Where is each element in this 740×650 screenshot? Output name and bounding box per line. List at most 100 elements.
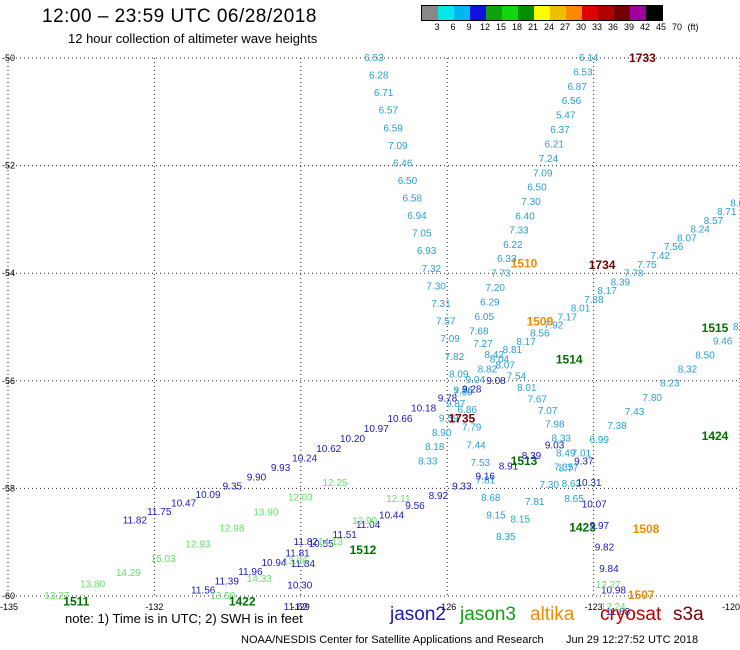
wave-height-value: 13.27 xyxy=(44,591,69,602)
wave-height-value: 7.38 xyxy=(607,421,627,432)
wave-height-value: 7.32 xyxy=(422,264,442,275)
color-scale-label: 3 xyxy=(434,22,440,32)
wave-height-value: 6.40 xyxy=(515,211,535,222)
wave-height-value: 8.24 xyxy=(690,225,710,236)
legend-jason3: jason3 xyxy=(460,604,516,625)
wave-height-value: 11.84 xyxy=(291,559,316,570)
wave-height-value: 8.71 xyxy=(717,207,737,218)
latitude-label: -58 xyxy=(2,483,15,493)
wave-height-value: 6.29 xyxy=(480,298,500,309)
color-swatch xyxy=(486,6,502,20)
wave-height-value: 13.50 xyxy=(210,591,235,602)
wave-height-value: 11.82 xyxy=(294,537,319,548)
pass-time-label: 1515 xyxy=(702,321,729,335)
page-title: 12:00 – 23:59 UTC 06/28/2018 xyxy=(42,6,317,27)
wave-height-value: 11.62 xyxy=(284,602,309,613)
wave-height-value: 7.98 xyxy=(545,419,565,430)
color-scale-label: 6 xyxy=(450,22,456,32)
wave-height-value: 12.27 xyxy=(596,580,621,591)
latitude-label: -50 xyxy=(2,53,15,63)
wave-height-value: 7.42 xyxy=(651,251,671,262)
wave-height-value: 8.09 xyxy=(449,370,469,381)
wave-height-value: 7.24 xyxy=(539,154,559,165)
legend-altika: altika xyxy=(530,604,575,625)
wave-height-value: 12.90 xyxy=(352,516,377,527)
wave-height-value: 9.08 xyxy=(486,376,506,387)
wave-height-value: 12.11 xyxy=(386,494,411,505)
wave-height-value: 12.25 xyxy=(322,478,347,489)
wave-height-value: 10.47 xyxy=(171,499,196,510)
wave-height-value: 7.78 xyxy=(624,269,644,280)
wave-height-value: 10.55 xyxy=(309,539,334,550)
color-swatch xyxy=(598,6,614,20)
wave-height-value: 8.42 xyxy=(484,350,504,361)
wave-height-value: 12.24 xyxy=(601,602,626,613)
color-swatch xyxy=(422,6,438,20)
wave-height-value: 7.88 xyxy=(584,295,604,306)
wave-height-value: 6.53 xyxy=(364,53,384,64)
wave-height-value: 8.07 xyxy=(496,361,516,372)
wave-height-value: 10.09 xyxy=(196,490,221,501)
wave-height-value: 8.49 xyxy=(556,448,576,459)
wave-height-value: 6.57 xyxy=(379,106,399,117)
wave-height-value: 10.94 xyxy=(261,558,286,569)
longitude-label: -135 xyxy=(0,602,18,612)
credit-line: NOAA/NESDIS Center for Satellite Applica… xyxy=(241,634,544,646)
color-swatch xyxy=(630,6,646,20)
wave-height-value: 7.30 xyxy=(539,480,559,491)
color-scale-label: 27 xyxy=(559,22,570,32)
pass-time-label: 1514 xyxy=(556,352,583,366)
latitude-label: -54 xyxy=(2,268,15,278)
wave-height-value: 9.78 xyxy=(438,394,458,405)
pass-time-label: 1511 xyxy=(63,594,89,608)
wave-height-value: 6.99 xyxy=(590,435,610,446)
wave-height-value: 13.80 xyxy=(80,580,105,591)
wave-height-value: 11.81 xyxy=(285,548,310,559)
wave-height-value: 9.90 xyxy=(247,472,267,483)
color-swatch xyxy=(454,6,470,20)
color-scale-label: 24 xyxy=(543,22,554,32)
wave-height-value: 7.27 xyxy=(473,339,493,350)
wave-height-value: 6.56 xyxy=(562,96,582,107)
color-scale-label: 39 xyxy=(623,22,634,32)
wave-height-value: 7.92 xyxy=(544,321,564,332)
wave-height-value: 6.21 xyxy=(544,139,564,150)
page-subtitle: 12 hour collection of altimeter wave hei… xyxy=(68,31,318,46)
color-scale-label: 45 xyxy=(655,22,666,32)
wave-height-value: 7.20 xyxy=(486,283,506,294)
wave-height-value: 7.79 xyxy=(462,423,482,434)
generated-timestamp: Jun 29 12:27:52 UTC 2018 xyxy=(566,634,699,646)
wave-height-value: 8.04 xyxy=(490,354,510,365)
wave-height-value: 6.86 xyxy=(458,405,478,416)
color-swatch xyxy=(518,6,534,20)
wave-height-value: 11.68 xyxy=(606,607,631,618)
legend-cryosat: cryosat xyxy=(600,604,662,625)
wave-height-value: 10.44 xyxy=(379,510,404,521)
wave-height-value: 14.33 xyxy=(247,574,272,585)
color-swatch xyxy=(646,6,662,20)
color-scale-bar xyxy=(421,5,663,21)
wave-height-value: 12.93 xyxy=(185,539,210,550)
pass-time-label: 1734 xyxy=(589,258,616,272)
wave-height-value: 6.14 xyxy=(579,53,599,64)
wave-height-value: 11.96 xyxy=(238,567,263,578)
latitude-label: -52 xyxy=(2,161,15,171)
wave-height-value: 8.91 xyxy=(499,462,519,473)
wave-height-value: 14.13 xyxy=(318,537,343,548)
pass-time-label: 1733 xyxy=(629,51,656,65)
latitude-label: -56 xyxy=(2,376,15,386)
pass-time-label: 1507 xyxy=(628,588,655,602)
wave-height-value: 10.66 xyxy=(387,414,412,425)
legend-jason2: jason2 xyxy=(390,604,446,625)
wave-height-value: 7.68 xyxy=(469,327,489,338)
wave-height-value: 10.24 xyxy=(292,454,317,465)
wave-height-value: 7.56 xyxy=(664,242,684,253)
wave-height-value: 8.01 xyxy=(517,383,537,394)
longitude-label: -123 xyxy=(585,602,603,612)
wave-height-value: 6.46 xyxy=(393,158,413,169)
color-scale-label: 18 xyxy=(511,22,522,32)
color-scale-label: 33 xyxy=(591,22,602,32)
wave-height-value: 6.33 xyxy=(497,254,517,265)
wave-height-value: 8.18 xyxy=(425,442,445,453)
wave-height-value: 8.35 xyxy=(496,532,516,543)
